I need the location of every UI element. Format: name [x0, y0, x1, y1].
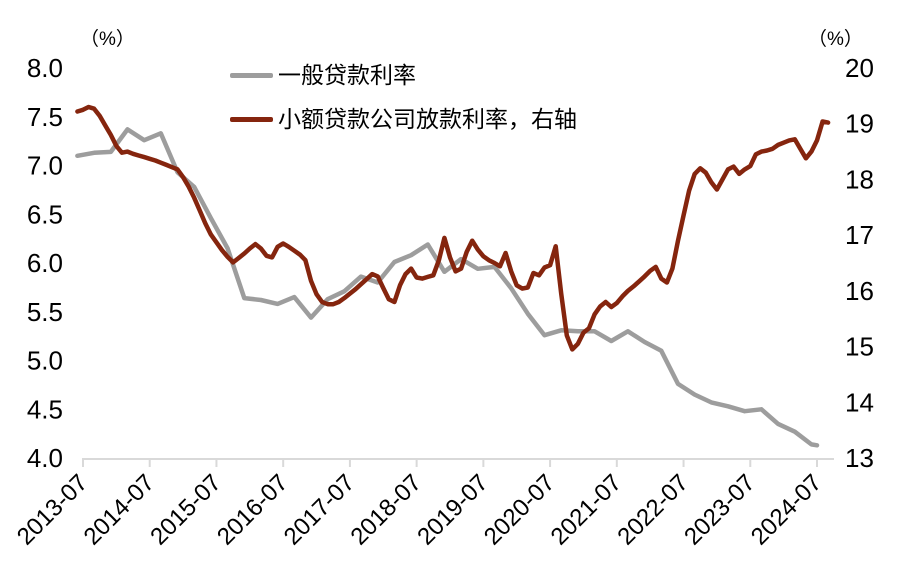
x-axis-tick-label: 2018-07	[346, 469, 427, 550]
legend-swatch-general-loan-rate	[230, 72, 273, 78]
x-axis-tick-label: 2024-07	[746, 469, 827, 550]
legend-swatch-microloan-rate	[230, 116, 273, 122]
legend-label-microloan-rate: 小额贷款公司放款利率，右轴	[278, 106, 577, 132]
left-axis-tick-label: 5.5	[27, 297, 63, 327]
x-axis-tick-label: 2023-07	[679, 469, 760, 550]
legend-label-general-loan-rate: 一般贷款利率	[278, 62, 416, 88]
left-axis-tick-label: 7.0	[27, 151, 63, 181]
x-axis-tick-label: 2022-07	[612, 469, 693, 550]
right-axis-tick-label: 17	[845, 220, 874, 250]
x-axis-tick-label: 2013-07	[12, 469, 93, 550]
right-axis-tick-label: 19	[845, 109, 874, 139]
right-axis-unit-label: （%）	[808, 29, 863, 50]
right-axis-tick-label: 15	[845, 332, 874, 362]
right-axis-tick-label: 16	[845, 276, 874, 306]
series-line-microloan-rate	[75, 104, 831, 352]
left-axis-tick-label: 6.0	[27, 248, 63, 278]
x-axis-tick-label: 2014-07	[79, 469, 160, 550]
right-axis-tick-label: 20	[845, 53, 874, 83]
right-axis-tick-label: 13	[845, 443, 874, 473]
left-axis-tick-label: 6.5	[27, 199, 63, 229]
left-axis-tick-label: 8.0	[27, 53, 63, 83]
right-axis-tick-label: 18	[845, 164, 874, 194]
x-axis-tick-label: 2021-07	[546, 469, 627, 550]
legend-item-microloan-rate: 小额贷款公司放款利率，右轴	[230, 104, 577, 134]
right-axis-tick-label: 14	[845, 387, 874, 417]
legend: 一般贷款利率 小额贷款公司放款利率，右轴	[230, 60, 577, 148]
x-axis-tick-label: 2017-07	[279, 469, 360, 550]
left-axis-tick-label: 7.5	[27, 102, 63, 132]
left-axis-tick-label: 5.0	[27, 346, 63, 376]
x-axis-tick-label: 2016-07	[212, 469, 293, 550]
legend-item-general-loan-rate: 一般贷款利率	[230, 60, 577, 90]
left-axis-tick-label: 4.0	[27, 443, 63, 473]
left-axis-unit-label: （%）	[80, 29, 135, 50]
x-axis-tick-label: 2015-07	[145, 469, 226, 550]
x-axis-tick-label: 2020-07	[479, 469, 560, 550]
x-axis-tick-label: 2019-07	[412, 469, 493, 550]
left-axis-tick-label: 4.5	[27, 394, 63, 424]
